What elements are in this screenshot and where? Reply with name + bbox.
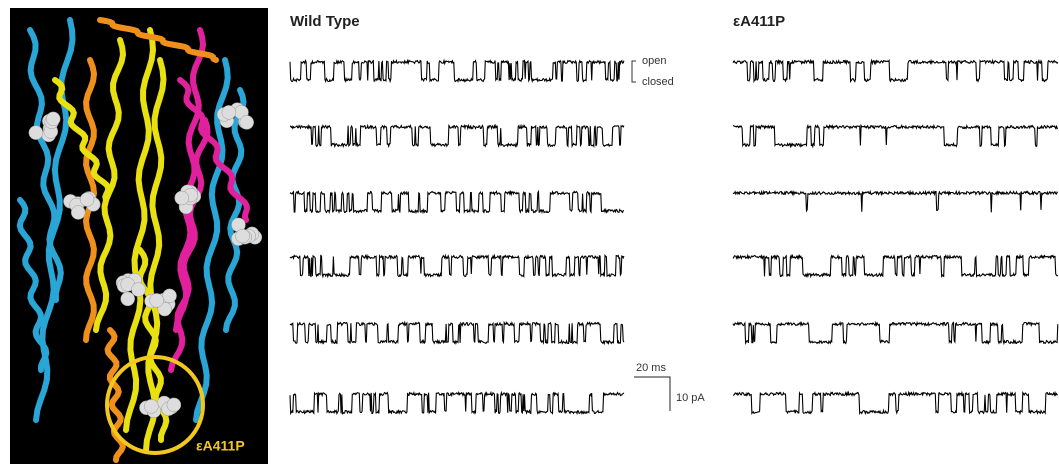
residue-atom xyxy=(162,288,177,304)
helix xyxy=(173,27,207,333)
state-bracket xyxy=(631,60,636,83)
current-trace xyxy=(732,390,1059,416)
wild-type-title: Wild Type xyxy=(290,13,360,30)
residue-atom xyxy=(221,105,237,120)
current-trace xyxy=(289,189,625,215)
time-scale-label: 20 ms xyxy=(636,362,666,374)
residue-atom xyxy=(28,125,44,140)
helix xyxy=(193,57,231,423)
helix xyxy=(93,37,127,333)
current-trace xyxy=(289,320,625,346)
helix xyxy=(27,27,64,303)
residue-atom xyxy=(174,190,189,206)
residue-atom xyxy=(45,111,61,127)
residue-atom xyxy=(144,399,159,414)
residue-atom xyxy=(131,282,146,297)
residue-atom xyxy=(79,192,95,207)
current-trace xyxy=(290,123,625,149)
open-label: open xyxy=(642,55,666,67)
helix xyxy=(143,57,167,453)
residue-atom xyxy=(70,205,86,220)
residue-atom xyxy=(239,115,254,130)
scale-bar xyxy=(634,376,671,411)
current-trace xyxy=(289,253,625,279)
helix xyxy=(168,117,211,373)
traces xyxy=(289,58,1059,416)
current-scale-label: 10 pA xyxy=(676,392,705,404)
residue-atom xyxy=(149,293,164,308)
current-trace xyxy=(289,390,625,416)
current-trace xyxy=(732,253,1059,279)
current-trace xyxy=(732,123,1059,149)
highlight-circle xyxy=(105,355,205,455)
structure-label: εA411P xyxy=(196,438,245,454)
mutant-title: εA411P xyxy=(733,13,785,30)
helix xyxy=(177,77,250,223)
current-trace xyxy=(732,189,1059,213)
helix xyxy=(16,197,50,373)
residue-atom xyxy=(166,397,182,413)
helix xyxy=(97,17,219,63)
protein-structure xyxy=(16,17,263,463)
helix xyxy=(52,77,112,203)
residue-atom xyxy=(235,228,250,244)
current-trace xyxy=(732,320,1059,346)
closed-label: closed xyxy=(642,76,674,88)
helix xyxy=(223,87,247,333)
current-trace xyxy=(732,58,1059,84)
current-trace xyxy=(289,58,625,84)
residue-atom xyxy=(120,291,135,307)
